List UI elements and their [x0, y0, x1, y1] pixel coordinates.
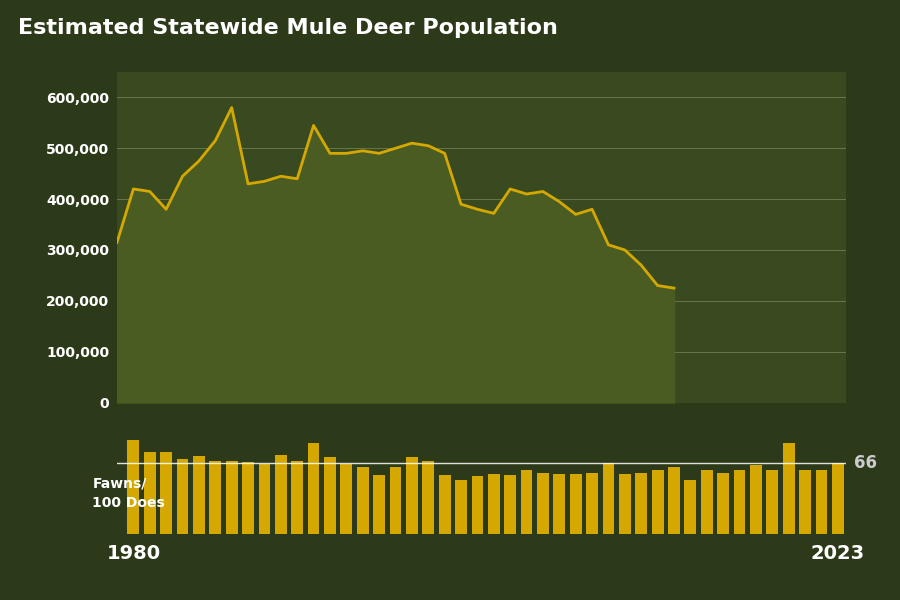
Text: Estimated Statewide Mule Deer Population: Estimated Statewide Mule Deer Population	[18, 18, 558, 38]
Bar	[668, 467, 680, 534]
Bar	[226, 461, 238, 534]
Bar	[356, 467, 369, 534]
Bar	[570, 474, 581, 534]
Text: Fawns/: Fawns/	[93, 476, 147, 490]
Bar	[176, 459, 188, 534]
Bar	[717, 473, 729, 534]
Bar	[783, 443, 795, 534]
Bar	[390, 467, 401, 534]
Bar	[799, 470, 811, 534]
Bar	[242, 462, 254, 534]
Bar	[767, 470, 778, 534]
Bar	[210, 461, 221, 534]
Bar	[438, 475, 451, 534]
Bar	[488, 474, 500, 534]
Bar	[455, 481, 467, 534]
Bar	[815, 470, 827, 534]
Bar	[308, 443, 320, 534]
Bar	[734, 470, 745, 534]
Bar	[422, 461, 434, 534]
Bar	[504, 475, 516, 534]
Bar	[832, 463, 843, 534]
Bar	[586, 473, 598, 534]
Bar	[521, 470, 533, 534]
Bar	[701, 470, 713, 534]
Bar	[537, 473, 549, 534]
Bar	[652, 470, 663, 534]
Text: 66: 66	[854, 454, 877, 472]
Bar	[374, 475, 385, 534]
Bar	[635, 473, 647, 534]
Bar	[160, 452, 172, 534]
Bar	[603, 463, 615, 534]
Bar	[274, 455, 287, 534]
Bar	[685, 481, 697, 534]
Text: 100 Does: 100 Does	[93, 496, 166, 510]
Bar	[619, 474, 631, 534]
Bar	[128, 440, 140, 534]
Bar	[292, 461, 303, 534]
Bar	[324, 457, 336, 534]
Bar	[750, 466, 761, 534]
Bar	[144, 452, 156, 534]
Bar	[554, 474, 565, 534]
Bar	[472, 476, 483, 534]
Bar	[340, 464, 352, 534]
Bar	[193, 455, 205, 534]
Bar	[258, 464, 270, 534]
Bar	[406, 457, 418, 534]
